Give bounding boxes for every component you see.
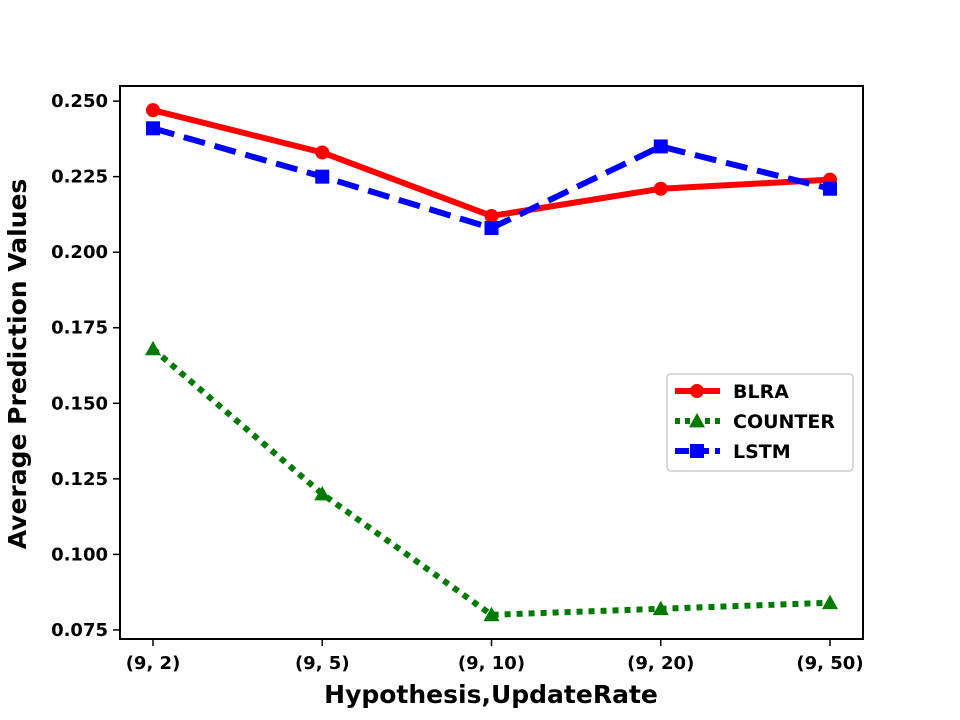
legend: BLRA COUNTER LSTM xyxy=(666,373,854,472)
data-point-circle xyxy=(146,103,160,118)
legend-entry-lstm: LSTM xyxy=(675,441,791,463)
y-axis-label: Average Prediction Values xyxy=(3,179,32,550)
data-point-square xyxy=(653,139,668,154)
y-tick-label: 0.125 xyxy=(51,469,108,490)
legend-label: LSTM xyxy=(733,441,791,463)
plot-area xyxy=(119,85,864,640)
data-point-square xyxy=(315,169,330,184)
series-counter xyxy=(145,340,838,622)
legend-entry-blra: BLRA xyxy=(675,381,789,403)
x-tick-label: (9, 5) xyxy=(295,653,350,674)
x-tick-label: (9, 2) xyxy=(126,653,181,674)
data-point-triangle xyxy=(145,340,161,356)
series-line-counter xyxy=(151,346,831,618)
y-tick-label: 0.200 xyxy=(51,242,108,263)
data-point-circle xyxy=(653,181,668,196)
data-point-square xyxy=(690,444,704,458)
data-point-circle xyxy=(690,384,704,398)
data-point-triangle xyxy=(314,485,331,501)
y-tick-label: 0.225 xyxy=(51,167,108,188)
x-tick-label: (9, 20) xyxy=(627,653,694,674)
legend-box xyxy=(666,373,854,472)
series-lstm xyxy=(146,121,837,236)
y-tick-label: 0.075 xyxy=(51,620,108,641)
data-point-square xyxy=(146,121,160,136)
x-axis-ticks: (9, 2) (9, 5) (9, 10) (9, 20) (9, 50) xyxy=(126,639,864,674)
y-tick-label: 0.150 xyxy=(51,393,108,414)
legend-entry-counter: COUNTER xyxy=(675,411,835,433)
y-tick-label: 0.250 xyxy=(51,91,108,112)
data-point-square xyxy=(484,221,499,236)
x-tick-label: (9, 50) xyxy=(796,653,863,674)
series-layer xyxy=(145,103,838,622)
data-point-triangle xyxy=(689,413,705,428)
legend-label: COUNTER xyxy=(733,411,835,433)
legend-label: BLRA xyxy=(733,381,789,403)
y-tick-label: 0.100 xyxy=(51,544,108,565)
x-tick-label: (9, 10) xyxy=(458,653,525,674)
data-point-circle xyxy=(484,208,499,223)
data-point-triangle xyxy=(822,594,838,610)
data-point-square xyxy=(823,181,837,196)
data-point-triangle xyxy=(652,600,669,616)
x-axis-label: Hypothesis,UpdateRate xyxy=(324,680,658,709)
y-axis-ticks: 0.075 0.100 0.125 0.150 0.175 0.200 0.225 0.250 xyxy=(51,91,120,641)
y-tick-label: 0.175 xyxy=(51,318,108,339)
data-point-triangle xyxy=(483,606,500,622)
data-point-circle xyxy=(315,145,330,160)
